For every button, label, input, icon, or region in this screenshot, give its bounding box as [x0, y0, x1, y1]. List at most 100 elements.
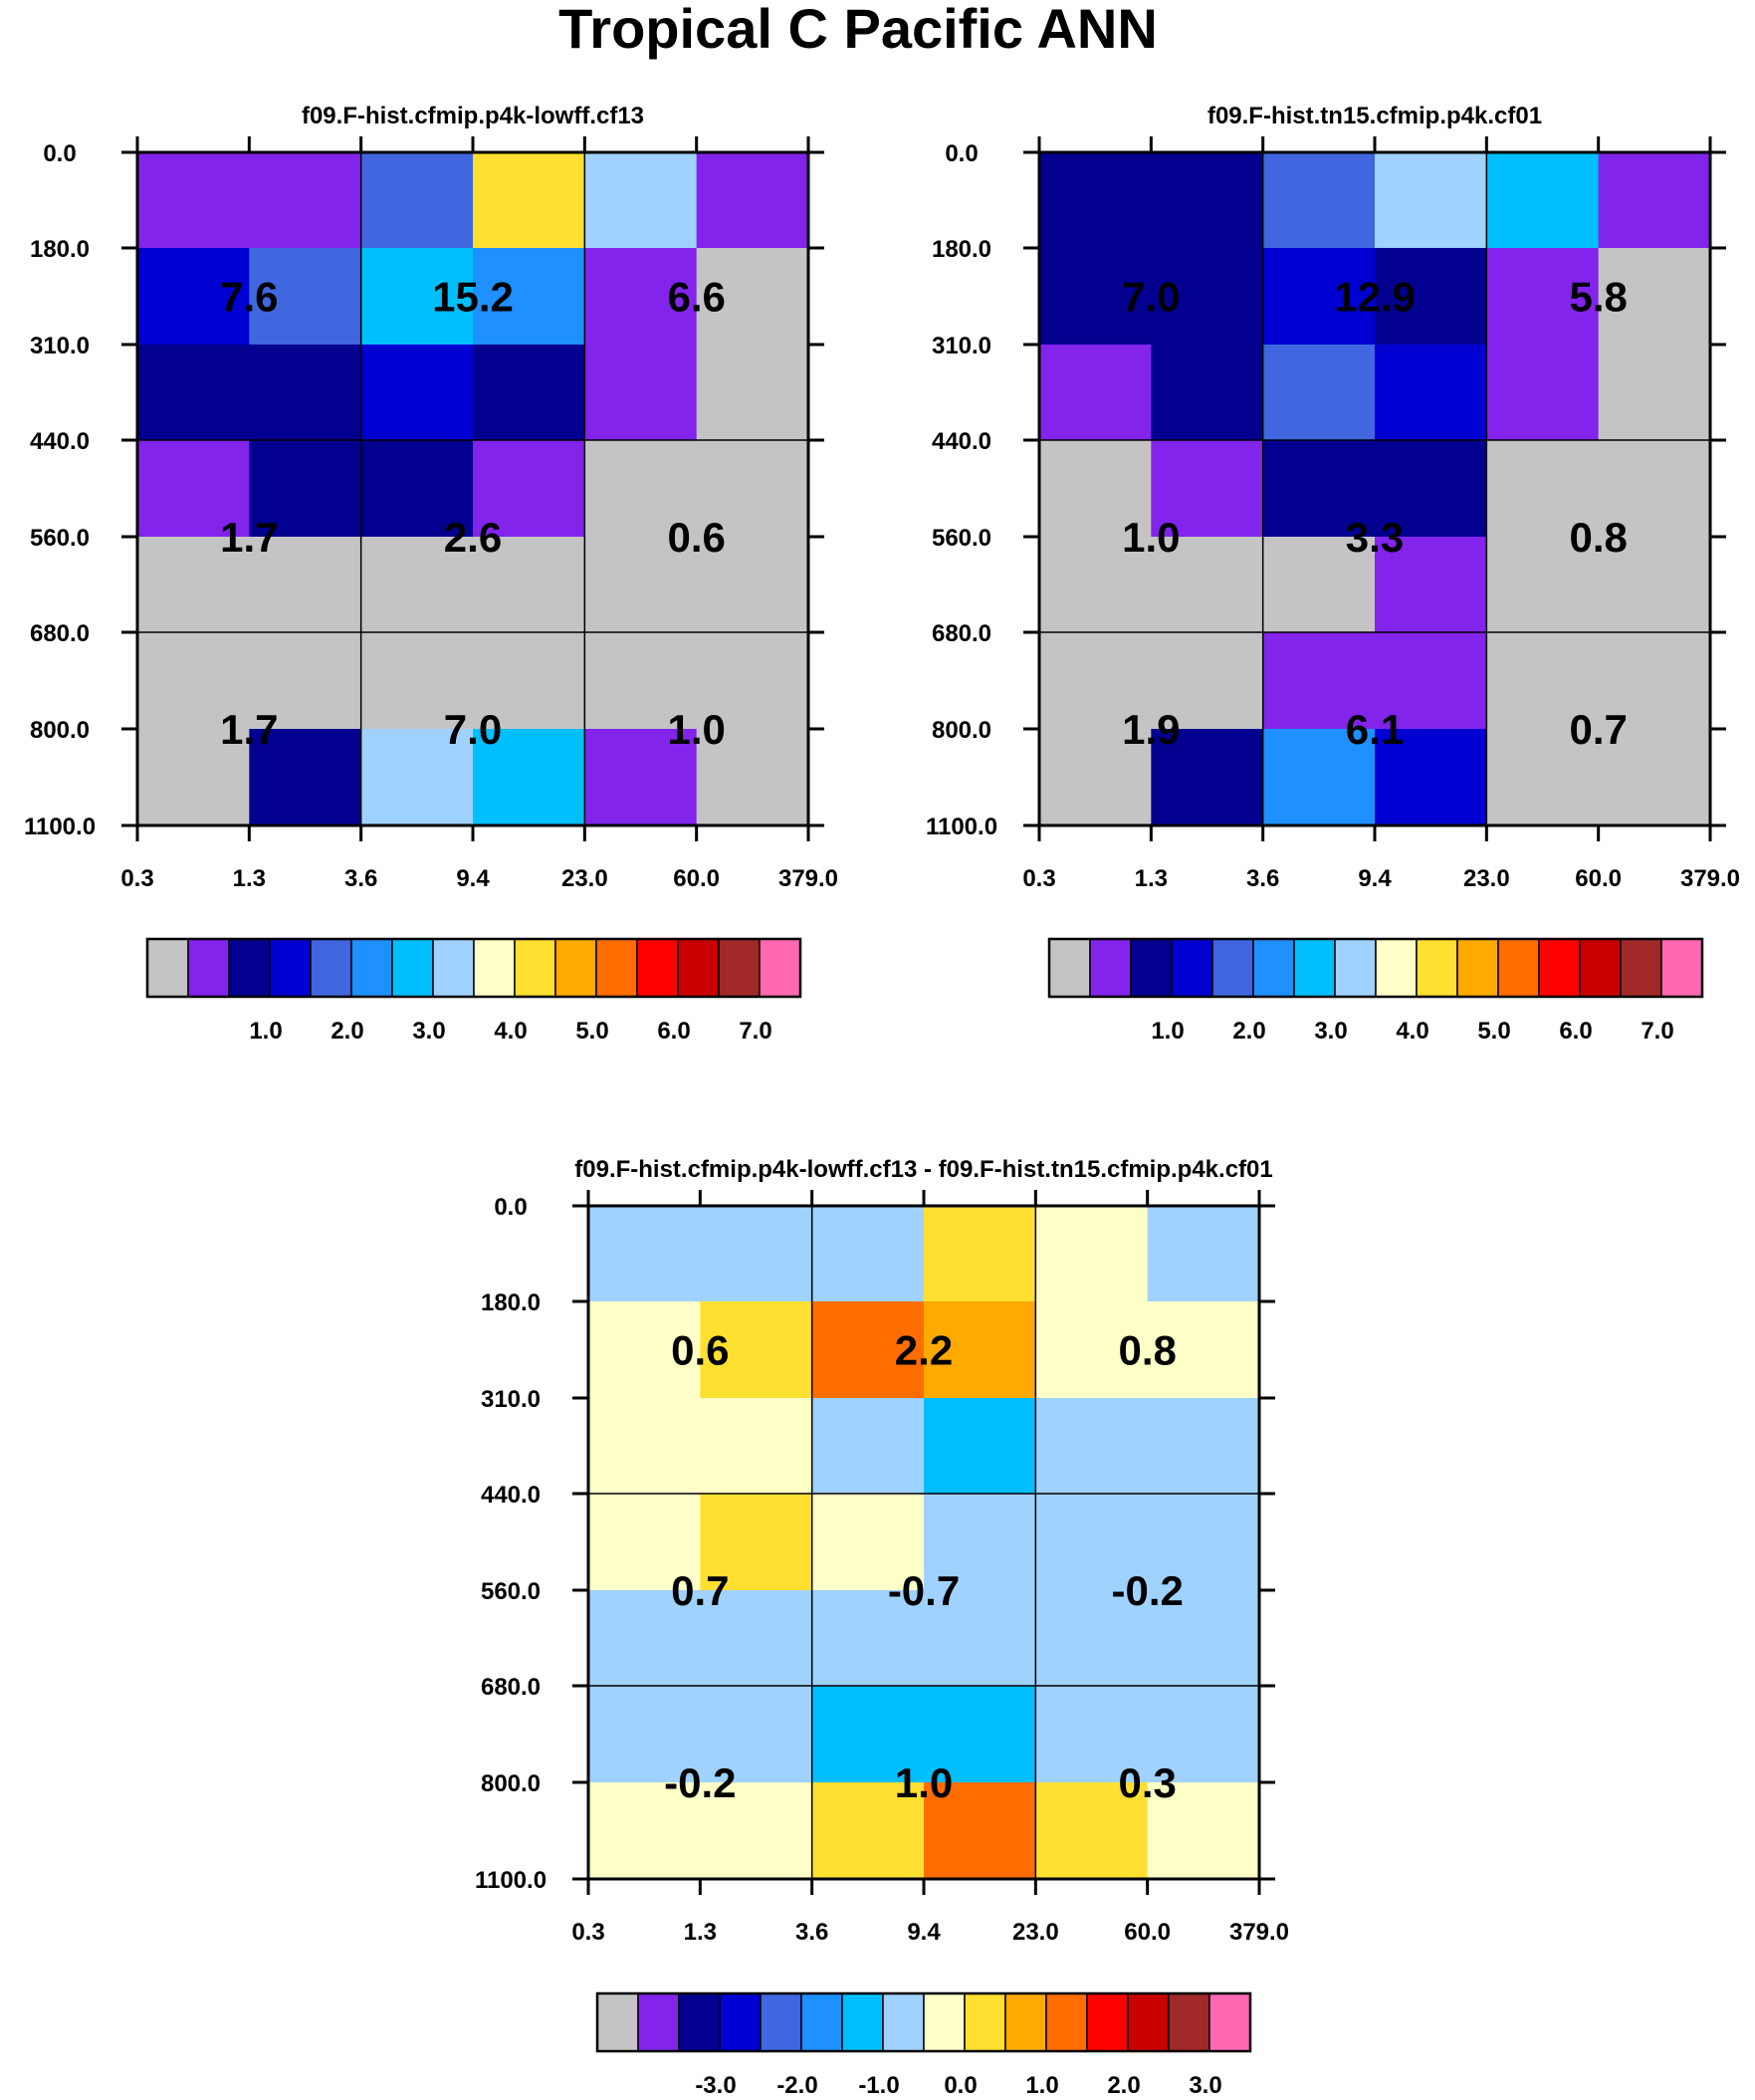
colorbar-swatch [1048, 938, 1091, 998]
colorbar-tick-label: 6.0 [657, 1018, 690, 1045]
colorbar-swatch [596, 1992, 639, 2052]
heatmap-cell [811, 1206, 925, 1302]
heatmap-cell [249, 345, 362, 441]
heatmap-cell [1039, 632, 1152, 730]
x-tick-label: 0.3 [1022, 865, 1055, 892]
heatmap-cell [137, 152, 250, 249]
cell-value-label: 5.8 [1569, 274, 1627, 321]
colorbar-swatch [1004, 1992, 1047, 2052]
heatmap-cell [1147, 1494, 1260, 1591]
colorbar-tick-label: 5.0 [1477, 1018, 1510, 1045]
cell-value-label: 2.6 [444, 514, 502, 561]
x-tick-label: 9.4 [907, 1919, 941, 1946]
colorbar-swatch [1293, 938, 1336, 998]
heatmap-cell [1262, 729, 1376, 826]
colorbar-swatch [1252, 938, 1295, 998]
heatmap-cell [1147, 1398, 1260, 1495]
heatmap-cell [137, 345, 250, 441]
cell-value-label: 1.9 [1122, 706, 1180, 753]
heatmap-cell [1035, 1206, 1149, 1302]
colorbar-swatch [1538, 938, 1581, 998]
heatmap-cell [696, 632, 809, 730]
colorbar-swatch [1045, 1992, 1088, 2052]
heatmap-cell [1147, 1206, 1260, 1302]
heatmap-cell [1147, 1590, 1260, 1687]
heatmap-cell [924, 1686, 1036, 1783]
heatmap-cell [588, 1494, 701, 1591]
heatmap-cell [137, 440, 250, 538]
x-tick-label: 379.0 [778, 865, 838, 892]
heatmap-cell [360, 729, 474, 826]
x-tick-label: 23.0 [561, 865, 608, 892]
heatmap-cell [473, 440, 585, 538]
heatmap-cell [360, 248, 474, 346]
heatmap-cell [360, 537, 474, 633]
heatmap-cell [249, 729, 362, 826]
y-tick-label: 560.0 [932, 525, 991, 552]
colorbar-swatch [514, 938, 556, 998]
y-tick-label: 1100.0 [926, 814, 997, 840]
x-tick-label: 60.0 [1575, 865, 1622, 892]
colorbar-swatch [1127, 1992, 1170, 2052]
y-tick-label: 0.0 [494, 1194, 527, 1221]
heatmap-cell [700, 1782, 813, 1880]
colorbar-swatch [1168, 1992, 1210, 2052]
heatmap-cell [1147, 1782, 1260, 1880]
colorbar-tick-label: -1.0 [858, 2072, 899, 2099]
x-tick-label: 3.6 [795, 1919, 828, 1946]
heatmap-cell [696, 537, 809, 633]
heatmap-cell [1598, 632, 1711, 730]
cell-value-label: -0.2 [664, 1759, 736, 1806]
colorbar-swatch [1086, 1992, 1129, 2052]
cell-value-label: 15.2 [432, 274, 514, 321]
colorbar-swatch [759, 938, 801, 998]
heatmap-cell [696, 729, 809, 826]
x-tick-label: 0.3 [571, 1919, 604, 1946]
y-tick-label: 800.0 [30, 717, 90, 744]
colorbar-tick-label: -2.0 [776, 2072, 817, 2099]
colorbar-tick-label: 2.0 [1232, 1018, 1265, 1045]
colorbar-swatch [1334, 938, 1377, 998]
heatmap-cell [137, 248, 250, 346]
cell-value-label: 0.6 [667, 514, 725, 561]
heatmap-cell [1375, 345, 1487, 441]
y-tick-label: 1100.0 [24, 814, 96, 840]
x-tick-label: 379.0 [1680, 865, 1740, 892]
x-tick-label: 1.3 [684, 1919, 717, 1946]
heatmap-cell [924, 1494, 1036, 1591]
cell-value-label: 0.3 [1118, 1759, 1176, 1806]
heatmap-cell [1151, 632, 1264, 730]
x-tick-label: 9.4 [1358, 865, 1392, 892]
colorbar-tick-label: 2.0 [1107, 2072, 1140, 2099]
heatmap-cell [811, 1782, 925, 1880]
heatmap-cell [473, 152, 585, 249]
heatmap-cell [1598, 345, 1711, 441]
colorbar-tick-label: -3.0 [695, 2072, 736, 2099]
cell-value-label: 6.1 [1346, 706, 1404, 753]
cell-value-label: 7.6 [220, 274, 278, 321]
colorbar-swatch [678, 1992, 721, 2052]
heatmap-cell [360, 152, 474, 249]
colorbar-swatch [719, 1992, 762, 2052]
heatmap-cell [924, 1398, 1036, 1495]
colorbar-tick-label: 7.0 [739, 1018, 771, 1045]
cell-value-label: 1.0 [1122, 514, 1180, 561]
heatmap-cell [588, 1301, 701, 1399]
heatmap-cell [700, 1206, 813, 1302]
y-tick-label: 440.0 [481, 1482, 541, 1509]
heatmap-cell [249, 632, 362, 730]
x-tick-label: 0.3 [120, 865, 153, 892]
heatmap-cell [1262, 440, 1376, 538]
heatmap-cell [249, 152, 362, 249]
heatmap-cell [811, 1494, 925, 1591]
heatmap-cell [1486, 632, 1600, 730]
colorbar-tick-label: 4.0 [494, 1018, 527, 1045]
colorbar-swatch [636, 938, 679, 998]
heatmap-cell [1375, 440, 1487, 538]
figure-title: Tropical C Pacific ANN [558, 0, 1158, 60]
heatmap-cell [1151, 440, 1264, 538]
heatmap-cell [1598, 440, 1711, 538]
heatmap-cell [1262, 632, 1376, 730]
heatmap-cell [1039, 152, 1152, 249]
